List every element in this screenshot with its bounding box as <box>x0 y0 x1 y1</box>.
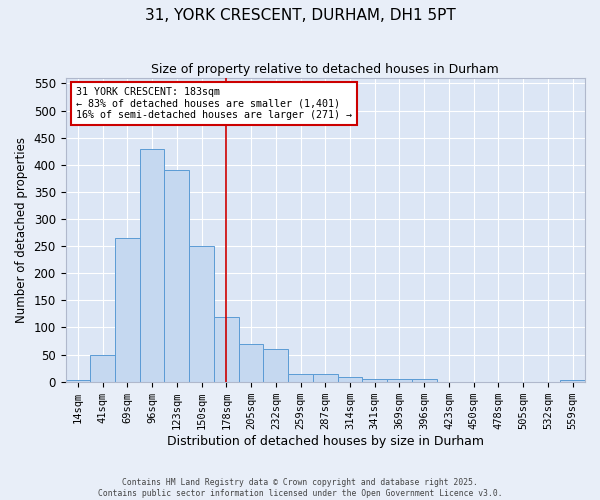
Bar <box>214 316 239 382</box>
Bar <box>65 380 90 382</box>
Bar <box>313 374 338 382</box>
Y-axis label: Number of detached properties: Number of detached properties <box>15 137 28 323</box>
Bar <box>239 344 263 382</box>
Bar <box>90 354 115 382</box>
Bar <box>387 379 412 382</box>
Bar <box>263 349 288 382</box>
Bar <box>288 374 313 382</box>
Bar <box>115 238 140 382</box>
Text: 31, YORK CRESCENT, DURHAM, DH1 5PT: 31, YORK CRESCENT, DURHAM, DH1 5PT <box>145 8 455 22</box>
Bar <box>164 170 189 382</box>
Bar <box>338 378 362 382</box>
Bar <box>560 380 585 382</box>
Text: 31 YORK CRESCENT: 183sqm
← 83% of detached houses are smaller (1,401)
16% of sem: 31 YORK CRESCENT: 183sqm ← 83% of detach… <box>76 87 352 120</box>
Bar <box>362 379 387 382</box>
Text: Contains HM Land Registry data © Crown copyright and database right 2025.
Contai: Contains HM Land Registry data © Crown c… <box>98 478 502 498</box>
X-axis label: Distribution of detached houses by size in Durham: Distribution of detached houses by size … <box>167 434 484 448</box>
Bar <box>412 379 437 382</box>
Bar <box>140 148 164 382</box>
Bar <box>189 246 214 382</box>
Title: Size of property relative to detached houses in Durham: Size of property relative to detached ho… <box>151 62 499 76</box>
